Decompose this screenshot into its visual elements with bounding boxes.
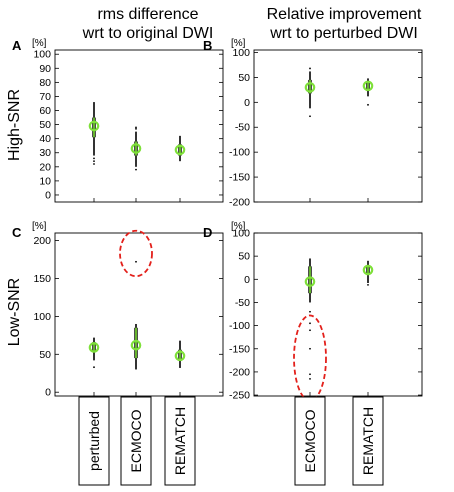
panel-b-ytick-label: -200 [229, 197, 250, 209]
category-label-rematch: REMATCH [360, 407, 376, 475]
category-label-rematch: REMATCH [172, 407, 188, 475]
panel-d-ytick-label: 50 [238, 251, 250, 263]
panel-d-unit-label: [%] [231, 221, 246, 232]
panel-a-rematch-median-marker [174, 144, 186, 156]
col-title-right-1: Relative improvement [267, 6, 422, 23]
panel-a-frame [54, 49, 224, 203]
panel-c-ytick-label: 100 [33, 311, 51, 323]
panel-b-ytick-label: -100 [229, 147, 250, 159]
panel-d-ytick-label: -200 [229, 366, 250, 378]
category-label-ecmoco: ECMOCO [128, 409, 144, 472]
panel-a-ytick-label: 10 [39, 175, 51, 187]
panel-b-ytick-label: 50 [238, 72, 250, 84]
panel-b-frame [253, 49, 423, 203]
panel-c-ytick-label: 200 [33, 235, 51, 247]
panel-a-ytick-label: 30 [39, 147, 51, 159]
panel-b-letter: B [203, 38, 212, 53]
category-labels-left: perturbed ECMOCO REMATCH [78, 396, 196, 486]
panel-d-ytick-label: 0 [244, 274, 250, 286]
panel-c-ytick-label: 0 [45, 387, 51, 399]
panel-b-ecmoco-median-marker [304, 82, 316, 93]
panel-a: A [%] 0 10 20 30 40 50 60 70 80 90 100 [12, 38, 224, 203]
panel-b-ytick-label: -150 [229, 172, 250, 184]
panel-d-letter: D [203, 225, 212, 240]
panel-d-ecmoco-outlier-point [309, 347, 311, 350]
panel-d-rematch-outlier-point [367, 283, 369, 286]
panel-c-perturbed-outlier-point [93, 366, 95, 369]
panel-a-perturbed-outlier-point [93, 163, 95, 165]
panel-a-ytick-label: 20 [39, 161, 51, 173]
panel-d-ytick-label: -50 [235, 297, 250, 309]
panel-c-ecmoco-outlier-point [135, 260, 137, 263]
panel-d-ecmoco-median-marker [304, 276, 316, 287]
panel-d-ytick-label: -150 [229, 343, 250, 355]
panel-c-rematch-median-marker [174, 350, 186, 362]
panel-a-ytick-label: 40 [39, 133, 51, 145]
panel-c-ytick-label: 150 [33, 273, 51, 285]
col-title-left-2: wrt to original DWI [82, 25, 214, 42]
row-label-low-snr: Low-SNR [6, 278, 23, 346]
panel-c-frame [54, 232, 224, 397]
panel-a-ecmoco-outlier-point [135, 126, 137, 129]
panel-c-unit-label: [%] [32, 221, 47, 232]
panel-c-outlier-ellipse [119, 229, 153, 278]
panel-a-ecmoco-outlier-point [135, 168, 137, 171]
panel-d-ytick-label: -250 [229, 390, 250, 402]
panel-a-ytick-label: 80 [39, 77, 51, 89]
panel-a-perturbed-outlier-point [93, 160, 95, 163]
panel-d-outlier-ellipse [293, 314, 327, 402]
panel-a-perturbed-outlier-point [93, 157, 95, 160]
panel-c-ytick-label: 50 [39, 349, 51, 361]
category-box-perturbed [78, 396, 110, 486]
panel-a-ytick-label: 90 [39, 63, 51, 75]
panel-b-ytick-label: 0 [244, 97, 250, 109]
panel-b-ecmoco-outlier-point [309, 115, 311, 118]
panel-d-ecmoco-outlier-point [309, 322, 311, 325]
panel-c: C [%] 0 50 100 150 200 [12, 221, 224, 399]
panel-a-unit-label: [%] [32, 38, 47, 49]
panel-a-perturbed-median-marker [88, 120, 100, 132]
panel-a-ytick-label: 60 [39, 105, 51, 117]
panel-b-ytick-label: -50 [235, 122, 250, 134]
panel-d-ecmoco-outlier-point [309, 377, 311, 380]
category-box-ecmoco [120, 396, 152, 486]
category-label-ecmoco: ECMOCO [302, 409, 318, 472]
panel-a-ecmoco-median-marker [130, 143, 142, 154]
panel-d-frame [253, 232, 423, 397]
panel-b: B [%] -200 -150 -100 -50 0 50 100 [203, 38, 423, 209]
panel-d-ecmoco-outlier-point [309, 373, 311, 376]
panel-d-ytick-label: 100 [232, 228, 250, 240]
category-labels-right: ECMOCO REMATCH [294, 396, 384, 486]
panel-d-rematch-median-marker [362, 264, 374, 276]
panel-a-ytick-label: 0 [45, 189, 51, 201]
panel-d-ecmoco-outlier-point [309, 310, 311, 313]
category-label-perturbed: perturbed [86, 411, 102, 471]
panel-a-ytick-label: 50 [39, 119, 51, 131]
panel-c-perturbed-median-marker [88, 342, 100, 353]
panel-d-ytick-label: -100 [229, 320, 250, 332]
panel-b-rematch-median-marker [362, 80, 374, 92]
panel-b-ecmoco-outlier-point [309, 67, 311, 70]
category-box-ecmoco [294, 396, 326, 486]
row-label-high-snr: High-SNR [6, 89, 23, 161]
category-box-rematch [352, 396, 384, 486]
panel-c-letter: C [12, 225, 22, 240]
panel-a-ytick-label: 70 [39, 91, 51, 103]
panel-b-unit-label: [%] [231, 38, 246, 49]
panel-d: D [%] -250 -200 -150 -100 -50 0 50 100 [203, 221, 423, 402]
panel-d-ecmoco-outlier-point [309, 329, 311, 332]
panel-a-ytick-label: 100 [33, 49, 51, 61]
col-title-right-2: wrt to perturbed DWI [269, 25, 418, 42]
col-title-left-1: rms difference [97, 6, 198, 23]
panel-b-ytick-label: 100 [232, 47, 250, 59]
panel-c-ecmoco-median-marker [130, 339, 142, 351]
panel-a-ecmoco-outlier-point [135, 127, 137, 130]
panel-b-rematch-outlier-point [367, 103, 369, 106]
category-box-rematch [164, 396, 196, 486]
panel-a-letter: A [12, 38, 22, 53]
